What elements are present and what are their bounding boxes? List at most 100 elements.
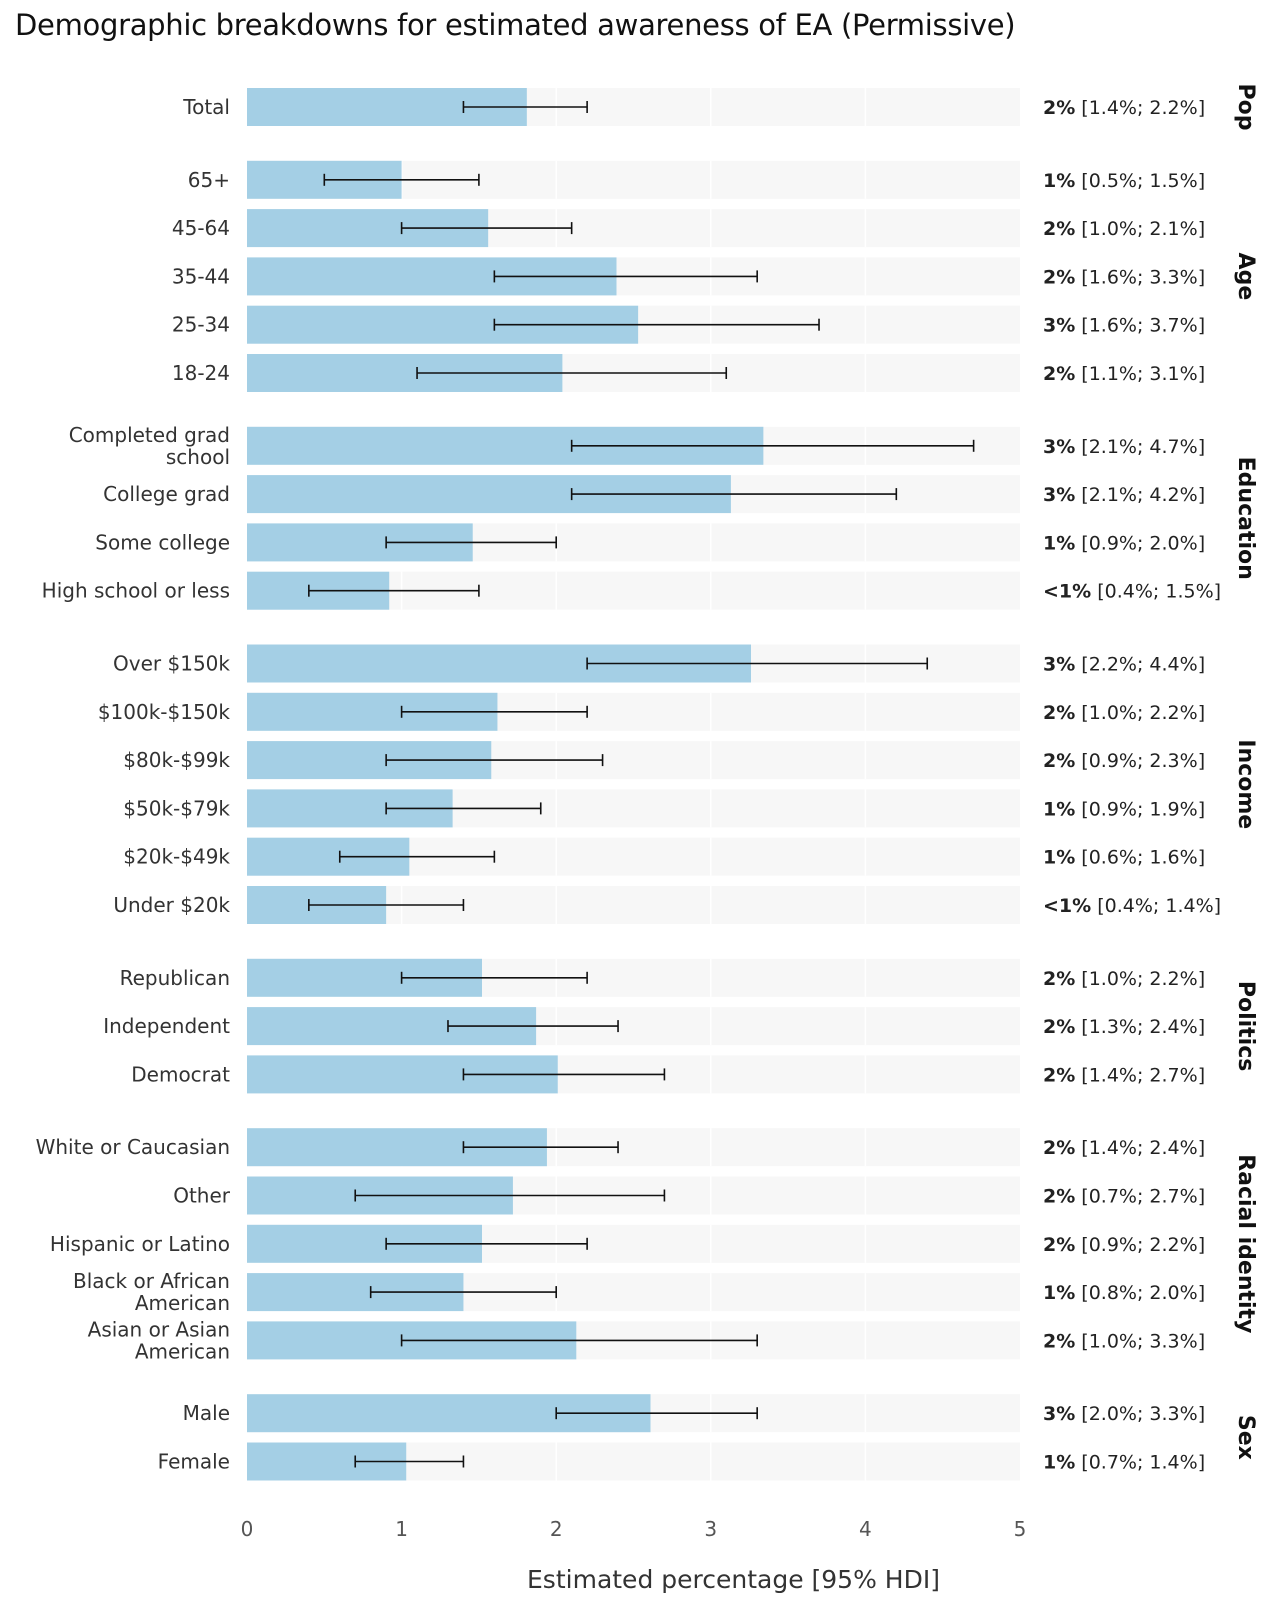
hdi-interval: [0.4%; 1.4%]	[1091, 895, 1221, 917]
point-estimate: 1%	[1043, 532, 1075, 554]
row-label-line: Asian or Asian	[88, 1317, 230, 1341]
facet-label: Politics	[1233, 981, 1258, 1072]
row-label: 45-64	[172, 216, 230, 240]
value-label: 2% [0.9%; 2.2%]	[1043, 1234, 1205, 1256]
row-label: $100k-$150k	[98, 700, 231, 724]
point-estimate: 2%	[1043, 1330, 1075, 1352]
value-label: <1% [0.4%; 1.5%]	[1043, 581, 1221, 603]
row-label-line: American	[135, 1339, 230, 1363]
point-estimate: 2%	[1043, 363, 1075, 385]
point-estimate: 2%	[1043, 1137, 1075, 1159]
point-estimate: 2%	[1043, 97, 1075, 119]
value-label: 1% [0.5%; 1.5%]	[1043, 170, 1205, 192]
value-label: 2% [1.1%; 3.1%]	[1043, 363, 1205, 385]
hdi-interval: [1.0%; 2.2%]	[1075, 702, 1205, 724]
row-label-line: American	[135, 1291, 230, 1315]
row-label: $80k-$99k	[123, 748, 230, 772]
x-tick-label: 5	[1014, 1517, 1027, 1541]
point-estimate: 2%	[1043, 1064, 1075, 1086]
row-label-line: Completed grad	[69, 423, 230, 447]
row-label: Black or African American	[73, 1269, 230, 1315]
value-label: 2% [1.6%; 3.3%]	[1043, 266, 1205, 288]
hdi-interval: [2.2%; 4.4%]	[1075, 654, 1205, 676]
hdi-interval: [0.7%; 2.7%]	[1075, 1186, 1205, 1208]
value-label: 3% [2.1%; 4.7%]	[1043, 436, 1205, 458]
x-tick-label: 0	[241, 1517, 254, 1541]
value-label: 3% [1.6%; 3.7%]	[1043, 315, 1205, 337]
value-label: 1% [0.6%; 1.6%]	[1043, 847, 1205, 869]
value-label: 2% [0.7%; 2.7%]	[1043, 1186, 1205, 1208]
value-label: 2% [1.0%; 2.2%]	[1043, 968, 1205, 990]
row-label: 35-44	[172, 264, 230, 288]
hdi-interval: [1.3%; 2.4%]	[1075, 1016, 1205, 1038]
row-label: Completed grad school	[69, 423, 230, 469]
point-estimate: 1%	[1043, 847, 1075, 869]
hdi-interval: [0.9%; 2.2%]	[1075, 1234, 1205, 1256]
hdi-interval: [1.0%; 2.1%]	[1075, 218, 1205, 240]
row-label: Independent	[103, 1014, 230, 1038]
value-label: 2% [1.0%; 3.3%]	[1043, 1330, 1205, 1352]
value-label: 2% [1.3%; 2.4%]	[1043, 1016, 1205, 1038]
point-estimate: 1%	[1043, 1282, 1075, 1304]
facet-label: Income	[1233, 739, 1258, 829]
value-label: 2% [0.9%; 2.3%]	[1043, 750, 1205, 772]
value-label: 3% [2.2%; 4.4%]	[1043, 654, 1205, 676]
hdi-interval: [2.1%; 4.2%]	[1075, 484, 1205, 506]
value-label: 1% [0.8%; 2.0%]	[1043, 1282, 1205, 1304]
row-label: College grad	[103, 482, 230, 506]
value-label: <1% [0.4%; 1.4%]	[1043, 895, 1221, 917]
point-estimate: <1%	[1043, 581, 1091, 603]
x-tick-label: 2	[550, 1517, 563, 1541]
value-label: 3% [2.1%; 4.2%]	[1043, 484, 1205, 506]
row-label: Other	[173, 1184, 231, 1208]
x-tick-label: 3	[704, 1517, 717, 1541]
hdi-interval: [0.6%; 1.6%]	[1075, 847, 1205, 869]
hdi-interval: [1.0%; 2.2%]	[1075, 968, 1205, 990]
row-label: Hispanic or Latino	[50, 1232, 230, 1256]
hdi-interval: [1.6%; 3.7%]	[1075, 315, 1205, 337]
point-estimate: 3%	[1043, 1403, 1075, 1425]
point-estimate: 2%	[1043, 750, 1075, 772]
hdi-interval: [1.1%; 3.1%]	[1075, 363, 1205, 385]
row-label-line: school	[166, 445, 230, 469]
row-label: Female	[158, 1450, 230, 1474]
hdi-interval: [2.0%; 3.3%]	[1075, 1403, 1205, 1425]
row-label: High school or less	[42, 579, 230, 603]
value-label: 2% [1.4%; 2.2%]	[1043, 97, 1205, 119]
value-label: 1% [0.9%; 1.9%]	[1043, 798, 1205, 820]
hdi-interval: [0.8%; 2.0%]	[1075, 1282, 1205, 1304]
point-estimate: 2%	[1043, 1186, 1075, 1208]
row-label-line: Black or African	[73, 1269, 230, 1293]
point-estimate: 1%	[1043, 798, 1075, 820]
point-estimate: 2%	[1043, 218, 1075, 240]
hdi-interval: [1.4%; 2.7%]	[1075, 1064, 1205, 1086]
row-label: Democrat	[131, 1062, 230, 1086]
row-label: White or Caucasian	[36, 1135, 230, 1159]
row-label: Total	[182, 95, 230, 119]
row-label: Republican	[120, 966, 230, 990]
row-label: Asian or Asian American	[88, 1317, 230, 1363]
value-label: 2% [1.4%; 2.7%]	[1043, 1064, 1205, 1086]
point-estimate: 2%	[1043, 266, 1075, 288]
hdi-interval: [0.9%; 2.0%]	[1075, 532, 1205, 554]
row-label: Some college	[95, 530, 230, 554]
row-label: $20k-$49k	[123, 845, 230, 869]
row-label: $50k-$79k	[123, 796, 230, 820]
row-label: Over $150k	[113, 652, 230, 676]
row-label: Under $20k	[113, 893, 230, 917]
value-label: 2% [1.0%; 2.1%]	[1043, 218, 1205, 240]
hdi-interval: [1.6%; 3.3%]	[1075, 266, 1205, 288]
point-estimate: 1%	[1043, 1452, 1075, 1474]
point-estimate: 3%	[1043, 315, 1075, 337]
point-estimate: 2%	[1043, 1016, 1075, 1038]
row-label: 25-34	[172, 313, 230, 337]
hdi-interval: [1.0%; 3.3%]	[1075, 1330, 1205, 1352]
row-label: 65+	[188, 168, 230, 192]
point-estimate: 3%	[1043, 484, 1075, 506]
hdi-interval: [2.1%; 4.7%]	[1075, 436, 1205, 458]
hdi-interval: [0.4%; 1.5%]	[1091, 581, 1221, 603]
hdi-interval: [0.7%; 1.4%]	[1075, 1452, 1205, 1474]
row-label: 18-24	[172, 361, 230, 385]
facet-label: Age	[1233, 253, 1258, 301]
